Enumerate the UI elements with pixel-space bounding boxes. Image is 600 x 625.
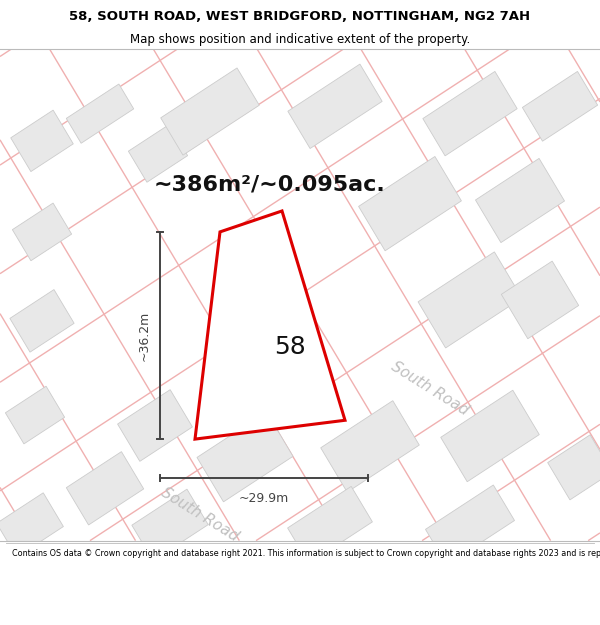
- Text: 58, SOUTH ROAD, WEST BRIDGFORD, NOTTINGHAM, NG2 7AH: 58, SOUTH ROAD, WEST BRIDGFORD, NOTTINGH…: [70, 10, 530, 22]
- Polygon shape: [197, 412, 293, 502]
- Polygon shape: [475, 158, 565, 242]
- Polygon shape: [321, 401, 419, 492]
- Polygon shape: [195, 211, 345, 439]
- Polygon shape: [523, 71, 598, 141]
- Polygon shape: [288, 64, 382, 149]
- Text: Contains OS data © Crown copyright and database right 2021. This information is : Contains OS data © Crown copyright and d…: [12, 549, 600, 558]
- Polygon shape: [423, 71, 517, 156]
- Text: ~29.9m: ~29.9m: [239, 492, 289, 505]
- Polygon shape: [161, 68, 259, 155]
- Polygon shape: [5, 386, 65, 444]
- Polygon shape: [359, 156, 461, 251]
- Polygon shape: [13, 203, 71, 261]
- Text: 58: 58: [274, 335, 306, 359]
- Polygon shape: [418, 252, 522, 348]
- Polygon shape: [441, 390, 539, 482]
- Polygon shape: [10, 289, 74, 352]
- Polygon shape: [425, 485, 515, 565]
- Text: ~36.2m: ~36.2m: [137, 311, 151, 361]
- Polygon shape: [287, 486, 373, 564]
- Polygon shape: [548, 435, 600, 500]
- Polygon shape: [66, 84, 134, 143]
- Polygon shape: [502, 261, 578, 339]
- Text: South Road: South Road: [158, 485, 241, 544]
- Polygon shape: [67, 452, 143, 525]
- Polygon shape: [118, 389, 193, 461]
- Polygon shape: [128, 124, 188, 182]
- Text: South Road: South Road: [389, 359, 472, 419]
- Text: Map shows position and indicative extent of the property.: Map shows position and indicative extent…: [130, 33, 470, 46]
- Text: ~386m²/~0.095ac.: ~386m²/~0.095ac.: [154, 175, 386, 195]
- Polygon shape: [11, 110, 73, 172]
- Polygon shape: [0, 493, 64, 557]
- Polygon shape: [132, 489, 208, 561]
